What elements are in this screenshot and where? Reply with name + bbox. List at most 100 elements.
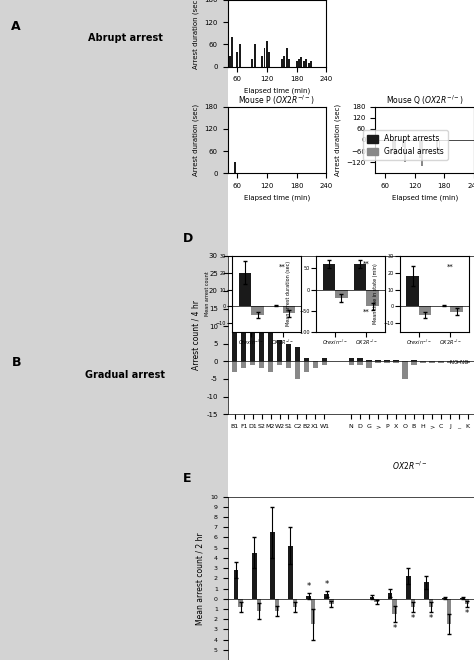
Bar xyxy=(411,361,417,365)
Y-axis label: Mean arrest count / 2 hr: Mean arrest count / 2 hr xyxy=(195,532,204,624)
Bar xyxy=(229,55,231,67)
Text: *: * xyxy=(410,614,415,623)
Bar xyxy=(237,52,238,67)
Bar xyxy=(420,361,426,363)
Bar xyxy=(250,312,255,361)
Bar xyxy=(375,360,381,361)
Bar xyxy=(325,593,329,599)
Bar xyxy=(465,599,469,604)
Y-axis label: Arrest duration (sec): Arrest duration (sec) xyxy=(334,104,341,176)
Bar xyxy=(370,597,374,599)
Bar xyxy=(295,361,300,379)
Bar xyxy=(438,140,440,154)
Bar xyxy=(303,61,305,67)
Bar xyxy=(274,599,279,611)
Bar xyxy=(428,599,433,607)
Bar xyxy=(456,361,462,363)
Bar xyxy=(311,599,315,624)
Bar xyxy=(392,140,393,151)
Y-axis label: Arrest count / 4 hr: Arrest count / 4 hr xyxy=(192,300,201,370)
Bar xyxy=(329,599,334,604)
Bar xyxy=(404,140,406,162)
Bar xyxy=(388,593,392,599)
Text: $OX2R^{-/-}$: $OX2R^{-/-}$ xyxy=(392,460,428,472)
Bar xyxy=(259,361,264,368)
Bar xyxy=(410,599,415,607)
X-axis label: Elapsed time (min): Elapsed time (min) xyxy=(244,195,310,201)
Bar xyxy=(264,48,265,67)
Text: Gradual arrest: Gradual arrest xyxy=(85,370,165,379)
Bar xyxy=(460,598,465,599)
Bar xyxy=(251,59,253,67)
Title: Mouse P ($OX2R^{-/-}$): Mouse P ($OX2R^{-/-}$) xyxy=(238,93,315,107)
Bar xyxy=(304,361,309,372)
Text: D: D xyxy=(183,232,193,245)
Bar xyxy=(293,599,297,607)
Bar xyxy=(406,576,410,599)
Bar xyxy=(239,44,241,67)
Legend: Abrupt arrests, Gradual arrests: Abrupt arrests, Gradual arrests xyxy=(363,131,448,160)
Bar xyxy=(266,41,268,67)
Bar xyxy=(313,361,318,368)
Y-axis label: Arrest duration (sec): Arrest duration (sec) xyxy=(192,0,199,69)
Bar xyxy=(277,341,282,361)
Bar xyxy=(374,599,379,602)
Bar xyxy=(288,59,290,67)
Bar xyxy=(308,63,310,67)
X-axis label: Elapsed time (min): Elapsed time (min) xyxy=(392,195,458,201)
Bar xyxy=(281,59,283,67)
Bar xyxy=(261,55,263,67)
Bar xyxy=(310,61,312,67)
Bar xyxy=(442,598,447,599)
Bar xyxy=(306,596,311,599)
Bar xyxy=(224,44,226,67)
Bar xyxy=(268,361,273,372)
Bar xyxy=(277,361,282,365)
Text: *: * xyxy=(465,609,469,618)
Bar xyxy=(295,347,300,361)
Bar xyxy=(438,361,444,363)
Bar xyxy=(286,361,291,368)
Bar xyxy=(232,361,237,372)
Bar xyxy=(283,55,285,67)
Text: A: A xyxy=(11,20,21,33)
Bar xyxy=(447,361,453,363)
Text: *: * xyxy=(325,579,329,589)
Bar xyxy=(424,582,428,599)
Bar xyxy=(254,44,255,67)
Bar xyxy=(411,360,417,361)
Bar xyxy=(348,361,354,365)
Y-axis label: Arrest duration (sec): Arrest duration (sec) xyxy=(192,104,199,176)
Bar xyxy=(234,162,236,173)
Bar xyxy=(268,52,270,67)
Bar xyxy=(250,361,255,365)
Text: *: * xyxy=(429,614,433,623)
Bar xyxy=(322,358,327,361)
Bar xyxy=(234,570,238,599)
Bar xyxy=(266,67,268,78)
Title: Mouse Q ($OX2R^{-/-}$): Mouse Q ($OX2R^{-/-}$) xyxy=(386,93,464,107)
Bar xyxy=(301,57,302,67)
Bar xyxy=(348,358,354,361)
Bar xyxy=(465,361,470,363)
Bar xyxy=(421,140,423,166)
Text: Abrupt arrest: Abrupt arrest xyxy=(88,33,163,43)
Bar xyxy=(322,361,327,365)
Bar xyxy=(401,140,403,147)
Bar xyxy=(286,48,288,67)
Bar xyxy=(375,361,381,363)
Bar xyxy=(394,140,396,154)
Bar xyxy=(268,329,273,361)
Bar xyxy=(270,533,274,599)
Bar xyxy=(402,361,408,379)
Text: NO NO: NO NO xyxy=(449,360,468,365)
X-axis label: Elapsed time (min): Elapsed time (min) xyxy=(244,88,310,94)
Bar xyxy=(304,358,309,361)
Bar xyxy=(241,308,246,361)
Bar xyxy=(447,599,451,624)
Text: *: * xyxy=(307,581,311,591)
Text: E: E xyxy=(183,472,191,485)
Bar xyxy=(366,361,372,368)
Bar xyxy=(296,61,298,67)
Bar xyxy=(305,59,307,67)
